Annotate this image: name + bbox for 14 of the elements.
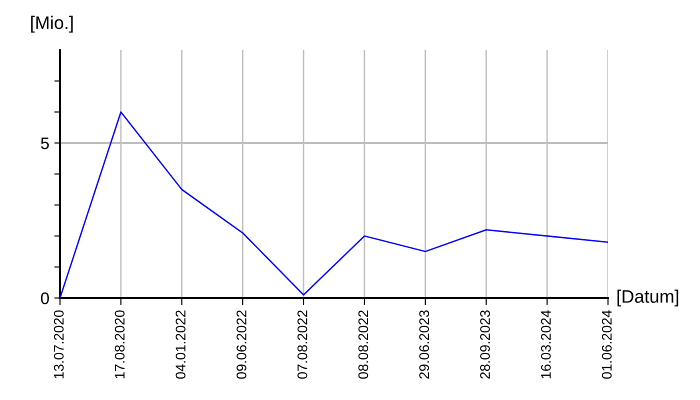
x-tick-label: 04.01.2022 <box>176 310 186 379</box>
x-tick-label: 29.06.2023 <box>419 310 430 379</box>
x-tick-label: 07.08.2022 <box>297 310 308 379</box>
x-tick-label: 17.08.2020 <box>114 310 125 378</box>
x-axis-title: [Datum] <box>618 290 678 306</box>
x-tick-label: 13.07.2020 <box>54 310 64 378</box>
x-tick-label: 01.06.2024 <box>602 310 612 379</box>
y-tick-label: 5 <box>40 138 49 150</box>
y-tick-label: 0 <box>40 292 49 304</box>
x-tick-label: 28.09.2023 <box>480 310 490 379</box>
x-tick-label: 16.03.2024 <box>541 310 551 378</box>
x-tick-label: 09.06.2022 <box>236 310 246 379</box>
x-tick-label: 08.08.2022 <box>358 310 368 379</box>
y-axis-title: [Mio.] <box>31 16 73 33</box>
